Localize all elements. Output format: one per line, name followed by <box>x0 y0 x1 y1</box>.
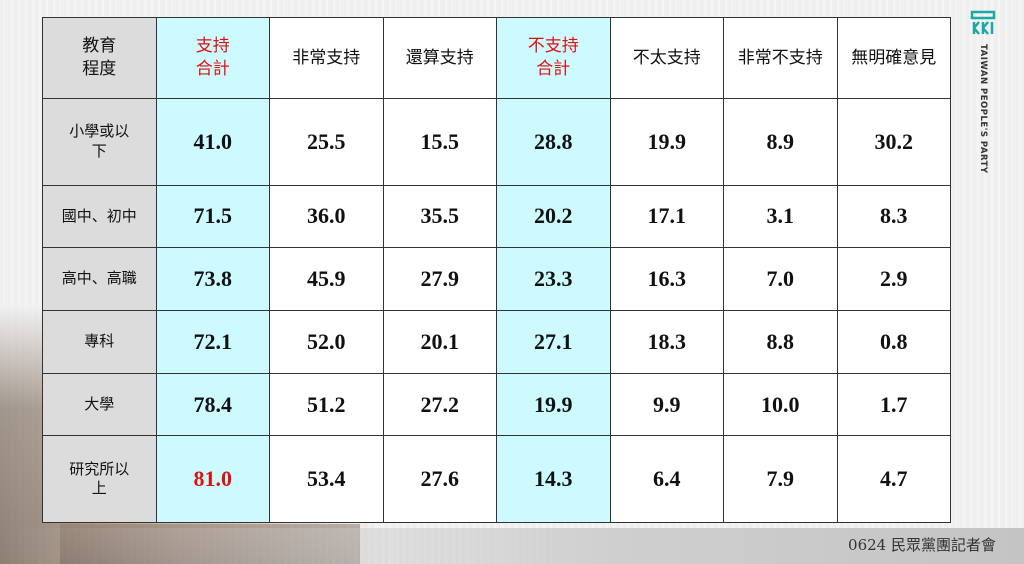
table-cell: 23.3 <box>496 247 611 311</box>
table-cell: 2.9 <box>836 247 951 311</box>
table-cell: 15.5 <box>382 98 497 186</box>
row-label: 小學或以下 <box>42 98 157 186</box>
column-header: 不太支持 <box>609 17 724 99</box>
column-header: 不支持 合計 <box>496 17 611 99</box>
table-cell: 7.9 <box>723 435 838 523</box>
table-cell: 27.9 <box>382 247 497 311</box>
tpp-logo-icon <box>970 10 996 35</box>
table-cell: 19.9 <box>609 98 724 186</box>
table-row: 小學或以下 41.0 25.5 15.5 28.8 19.9 8.9 30.2 <box>42 98 951 186</box>
table-row: 高中、高職 73.8 45.9 27.9 23.3 16.3 7.0 2.9 <box>42 247 951 311</box>
table-row: 專科 72.1 52.0 20.1 27.1 18.3 8.8 0.8 <box>42 309 951 374</box>
party-name: TAIWAN PEOPLE'S PARTY <box>978 44 988 174</box>
header-row: 教育 程度 支持 合計 非常支持 還算支持 不支持 合計 不太支持 非常不支持 無明確意見 <box>42 17 951 99</box>
table-cell: 27.1 <box>496 309 611 374</box>
table-cell: 27.6 <box>382 435 497 523</box>
table-row: 研究所以上 81.0 53.4 27.6 14.3 6.4 7.9 4.7 <box>42 435 951 523</box>
column-header: 非常支持 <box>269 17 384 99</box>
footer-bar <box>0 528 1024 564</box>
row-label: 研究所以上 <box>42 435 157 523</box>
row-label: 國中、初中 <box>42 184 157 249</box>
table-cell: 14.3 <box>496 435 611 523</box>
party-logo: TAIWAN PEOPLE'S PARTY <box>968 10 998 174</box>
table-cell: 18.3 <box>609 309 724 374</box>
column-header: 無明確意見 <box>836 17 951 99</box>
table-cell: 9.9 <box>609 372 724 437</box>
table-row: 國中、初中 71.5 36.0 35.5 20.2 17.1 3.1 8.3 <box>42 184 951 249</box>
row-label: 高中、高職 <box>42 247 157 311</box>
table-cell: 73.8 <box>155 247 270 311</box>
table-cell: 36.0 <box>269 184 384 249</box>
table-body: 小學或以下 41.0 25.5 15.5 28.8 19.9 8.9 30.2 國中、初中 71.… <box>42 98 951 523</box>
table-cell: 1.7 <box>836 372 951 437</box>
table-cell: 0.8 <box>836 309 951 374</box>
row-label: 大學 <box>42 372 157 437</box>
table-cell: 28.8 <box>496 98 611 186</box>
table-cell: 19.9 <box>496 372 611 437</box>
table-cell: 20.1 <box>382 309 497 374</box>
column-header: 支持 合計 <box>155 17 270 99</box>
table-cell: 10.0 <box>723 372 838 437</box>
table-cell: 17.1 <box>609 184 724 249</box>
table-cell: 30.2 <box>836 98 951 186</box>
table-cell: 16.3 <box>609 247 724 311</box>
table-cell: 45.9 <box>269 247 384 311</box>
table-cell: 3.1 <box>723 184 838 249</box>
table-cell: 51.2 <box>269 372 384 437</box>
table-cell: 52.0 <box>269 309 384 374</box>
table-cell: 8.9 <box>723 98 838 186</box>
table-cell: 81.0 <box>155 435 270 523</box>
table-cell: 35.5 <box>382 184 497 249</box>
table-cell: 71.5 <box>155 184 270 249</box>
table-cell: 41.0 <box>155 98 270 186</box>
column-header: 非常不支持 <box>723 17 838 99</box>
table-row: 大學 78.4 51.2 27.2 19.9 9.9 10.0 1.7 <box>42 372 951 437</box>
table-cell: 27.2 <box>382 372 497 437</box>
table-cell: 20.2 <box>496 184 611 249</box>
table-cell: 4.7 <box>836 435 951 523</box>
row-label: 專科 <box>42 309 157 374</box>
table-cell: 53.4 <box>269 435 384 523</box>
table-cell: 7.0 <box>723 247 838 311</box>
table-cell: 25.5 <box>269 98 384 186</box>
corner-header: 教育 程度 <box>42 17 157 99</box>
survey-table: 教育 程度 支持 合計 非常支持 還算支持 不支持 合計 不太支持 非常不支持 無明確意見 小學或… <box>42 17 951 523</box>
table-cell: 78.4 <box>155 372 270 437</box>
table-cell: 6.4 <box>609 435 724 523</box>
footer-caption: 0624 民眾黨團記者會 <box>848 536 996 554</box>
table-cell: 8.8 <box>723 309 838 374</box>
table-cell: 72.1 <box>155 309 270 374</box>
table-cell: 8.3 <box>836 184 951 249</box>
column-header: 還算支持 <box>382 17 497 99</box>
